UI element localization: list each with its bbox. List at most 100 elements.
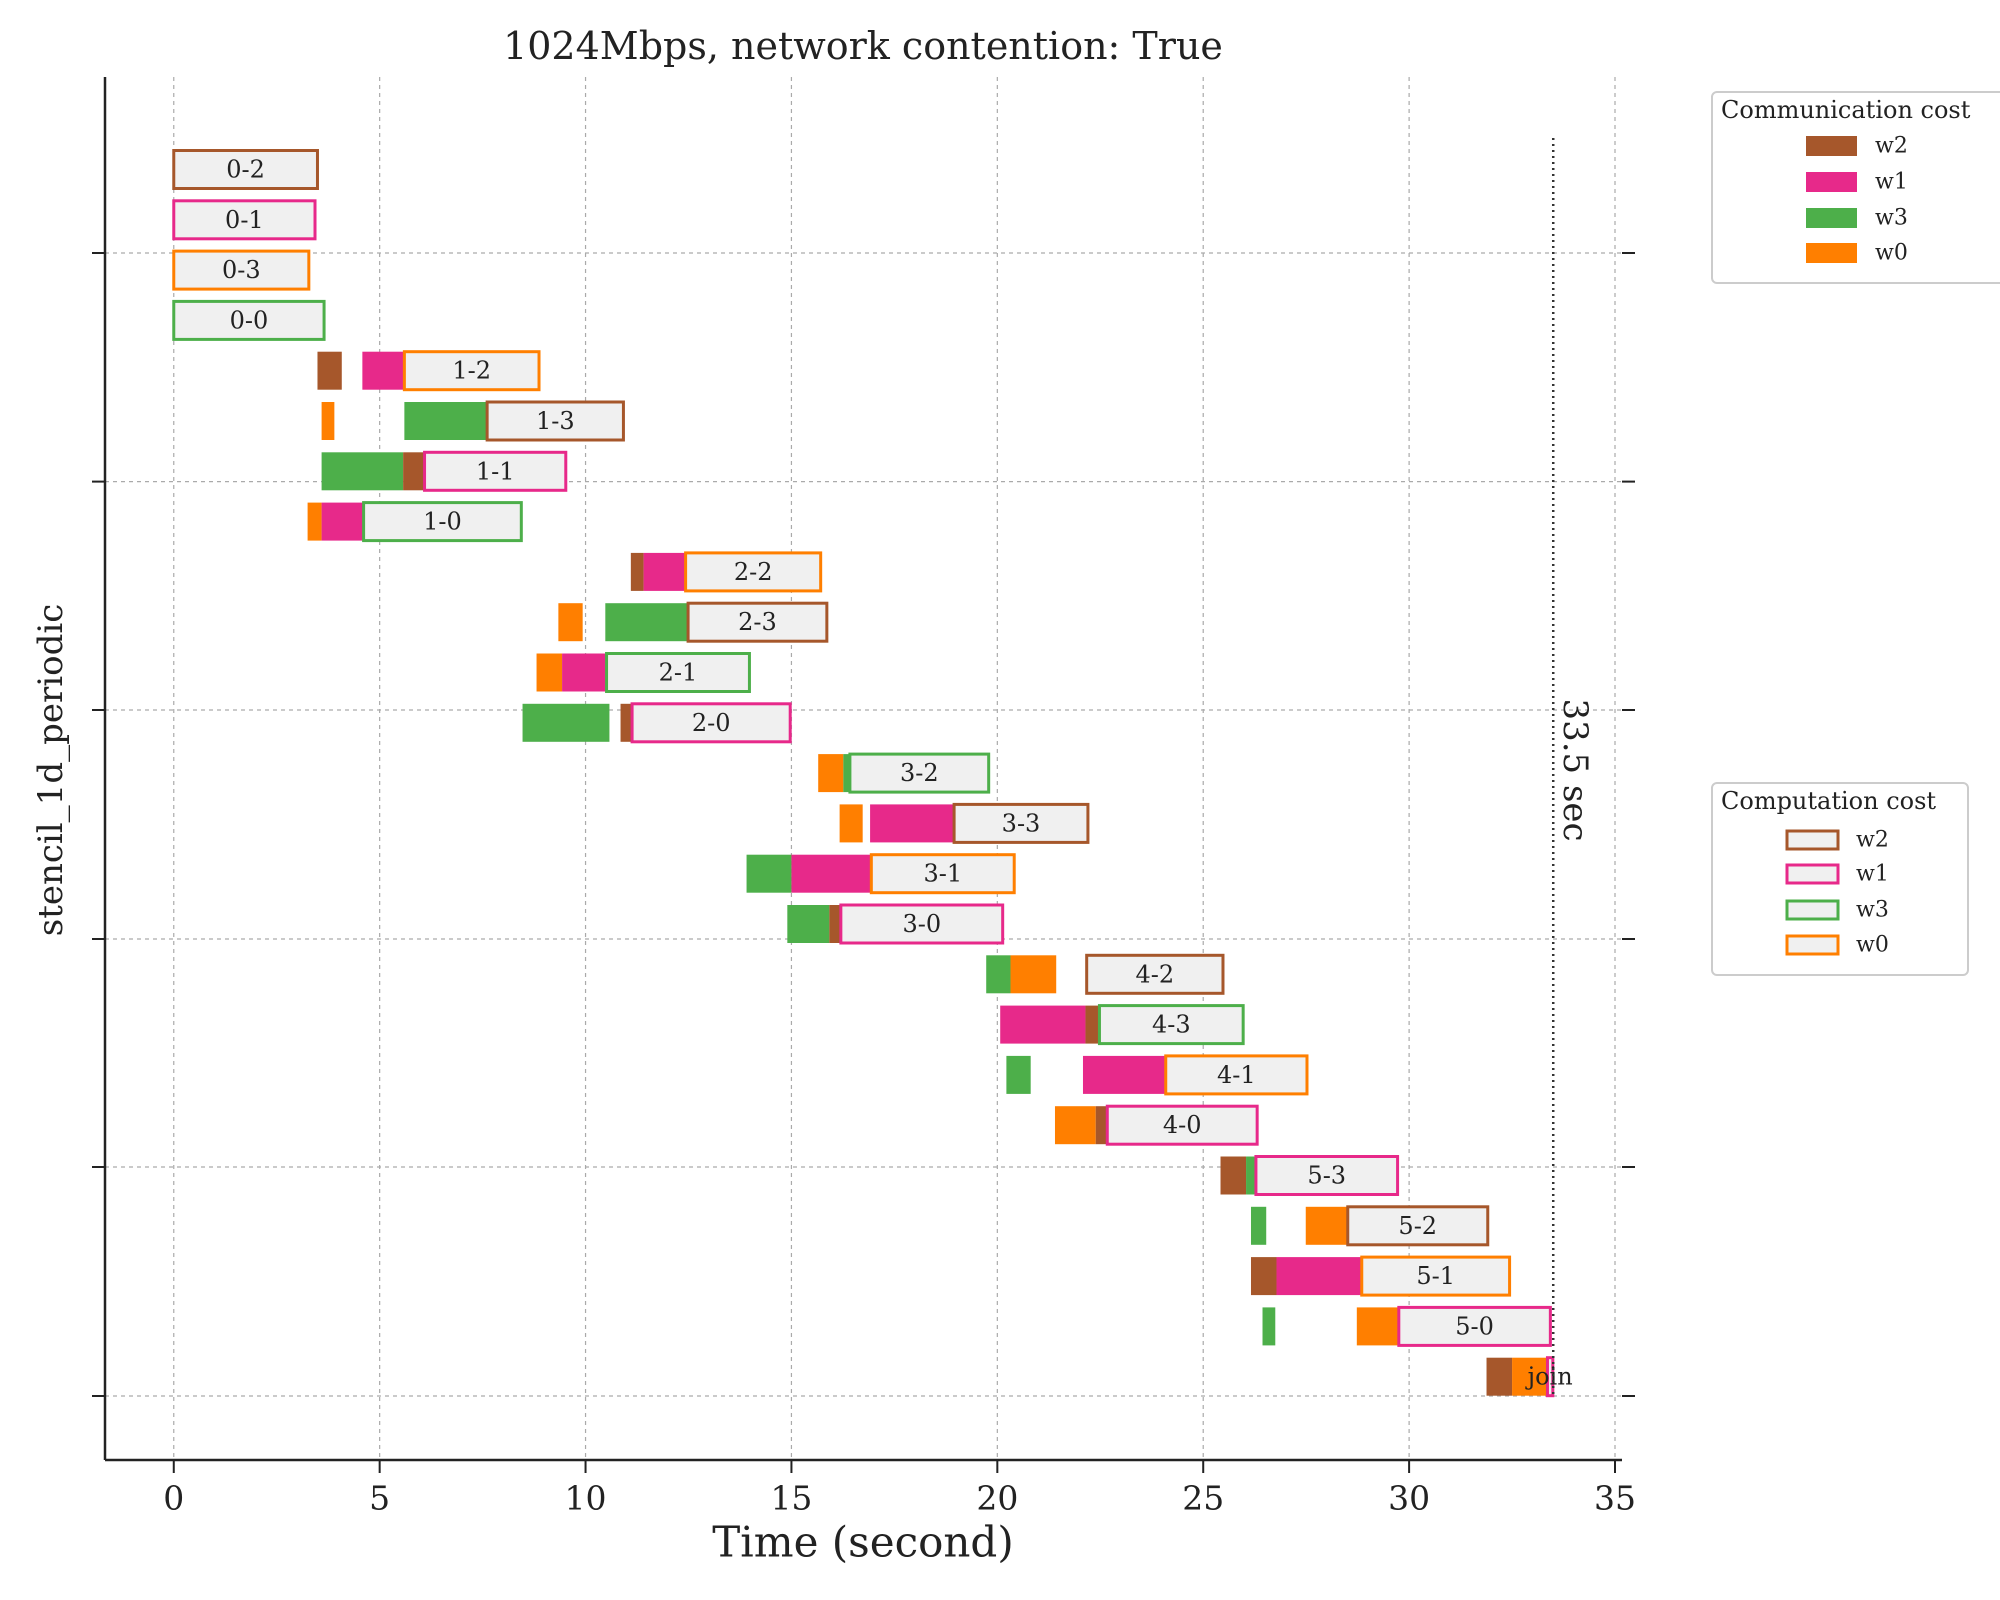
legend-label: w3 [1875, 206, 1908, 231]
comm-bar [1250, 1206, 1267, 1245]
comp-bar [848, 752, 991, 794]
comm-bar [562, 653, 607, 692]
comp-bar [1397, 1305, 1552, 1347]
comm-bar [321, 402, 335, 440]
comm-bar [605, 603, 689, 642]
task-label: 2-1 [659, 659, 698, 687]
comp-bar [1346, 1205, 1490, 1247]
comp-bar [423, 450, 568, 492]
chart-title: 1024Mbps, network contention: True [503, 24, 1223, 68]
comm-bar [791, 854, 872, 893]
comm-bar [404, 402, 488, 440]
comp-bar [1360, 1255, 1512, 1297]
legend-label: w3 [1856, 898, 1889, 923]
comp-bar [869, 853, 1016, 895]
task-label: 0-0 [230, 306, 269, 334]
comm-bar [1262, 1307, 1276, 1346]
task-label: 5-2 [1398, 1212, 1437, 1240]
comp-bar [686, 601, 829, 643]
x-tick-label: 30 [1388, 1479, 1430, 1518]
comm-bar [643, 552, 686, 591]
comm-bar [1512, 1357, 1548, 1396]
legend-swatch [1806, 208, 1857, 228]
task-label: 1-1 [476, 457, 515, 485]
comm-bar [1000, 1005, 1086, 1044]
legend-label: w1 [1875, 170, 1908, 195]
comm-bar [558, 603, 583, 642]
task-label: 5-0 [1455, 1312, 1494, 1340]
comm-bar [843, 754, 850, 793]
comm-bar [1082, 1055, 1166, 1094]
comm-bar [1006, 1055, 1031, 1094]
comm-bar [1085, 1005, 1100, 1044]
task-label: 1-3 [536, 407, 575, 435]
comm-bar [1276, 1257, 1362, 1296]
comp-bar [684, 551, 823, 593]
x-axis-label: Time (second) [712, 1518, 1013, 1567]
legend-label: w1 [1856, 862, 1889, 887]
legend-swatch [1785, 829, 1840, 851]
task-label: 5-3 [1307, 1162, 1346, 1190]
x-tick-label: 15 [770, 1479, 812, 1518]
legend-swatch [1806, 172, 1857, 192]
task-label: 2-2 [734, 558, 773, 586]
comm-bar [829, 905, 841, 943]
y-axis-label: stencil_1d_periodic [31, 604, 71, 936]
x-tick-label: 10 [565, 1479, 607, 1518]
legend-swatch [1785, 899, 1840, 921]
comm-bar [321, 452, 404, 491]
comp-bar [1105, 1104, 1259, 1146]
task-label: 4-2 [1136, 960, 1175, 988]
legend-label: w2 [1856, 828, 1889, 853]
comm-bar [630, 552, 644, 591]
task-label: 1-2 [452, 357, 491, 385]
x-tick-label: 35 [1594, 1479, 1636, 1518]
comp-bar [172, 149, 319, 190]
comm-bar [746, 854, 792, 893]
legend-label: w0 [1856, 933, 1889, 958]
legend-box [1711, 782, 1969, 976]
comm-bar [986, 955, 1011, 994]
comm-bar [620, 703, 633, 742]
comp-bar [1097, 1004, 1245, 1046]
legend-title: Communication cost [1721, 96, 1971, 124]
task-label: 0-2 [226, 156, 265, 184]
task-label: 4-3 [1152, 1011, 1191, 1039]
comp-bar [172, 199, 317, 241]
comp-bar [362, 501, 523, 543]
task-label: 1-0 [423, 508, 462, 536]
task-label: 5-1 [1416, 1262, 1455, 1290]
x-tick-label: 20 [976, 1479, 1018, 1518]
comp-bar [172, 299, 326, 341]
legend-swatch [1806, 243, 1857, 263]
legend-swatch [1806, 136, 1857, 156]
comm-bar [1220, 1156, 1247, 1195]
comp-bar [485, 400, 625, 442]
comm-bar [870, 804, 955, 843]
comp-bar [1164, 1054, 1309, 1096]
comm-bar [1054, 1106, 1096, 1145]
comm-bar [1250, 1257, 1277, 1296]
legend-swatch [1785, 934, 1840, 956]
task-label: 4-0 [1163, 1111, 1202, 1139]
comm-bar [403, 452, 425, 491]
comm-bar [1246, 1156, 1256, 1195]
comp-bar [630, 702, 792, 744]
comm-bar [307, 502, 322, 541]
comm-bar [321, 502, 364, 541]
task-label: 2-0 [692, 709, 731, 737]
comp-bar [952, 802, 1090, 844]
task-label: 0-1 [225, 206, 264, 234]
x-tick-label: 0 [163, 1479, 184, 1518]
comm-bar [317, 351, 342, 390]
task-label: 2-3 [738, 608, 777, 636]
comm-bar [1010, 955, 1057, 994]
comp-bar [172, 249, 311, 291]
comm-bar [1486, 1357, 1513, 1396]
comm-bar [818, 754, 844, 793]
comp-bar [402, 350, 541, 392]
legend-label: w2 [1875, 134, 1908, 159]
comp-bar [605, 652, 751, 693]
comm-bar [1305, 1206, 1348, 1245]
